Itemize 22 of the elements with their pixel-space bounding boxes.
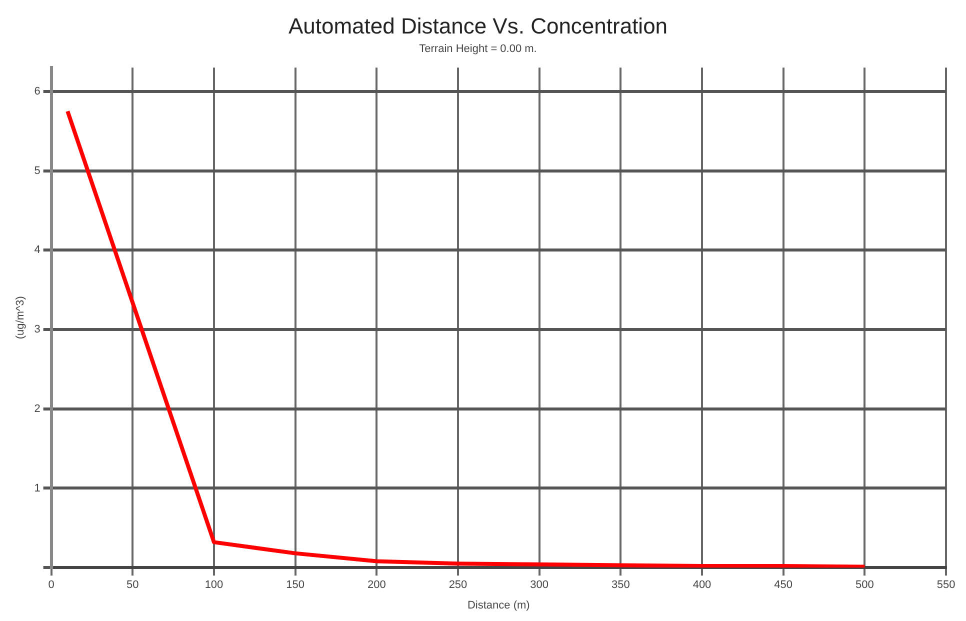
chart-subtitle: Terrain Height = 0.00 m. [419, 43, 537, 56]
y-tick-label: 6 [34, 85, 40, 98]
y-tick-label: 5 [34, 164, 40, 177]
y-tick-label: 4 [34, 244, 40, 256]
x-tick-label: 550 [936, 579, 956, 592]
x-axis-title: Distance (m) [467, 599, 530, 612]
x-tick-label: 150 [286, 579, 304, 592]
x-tick-label: 100 [204, 579, 224, 592]
y-tick-label: 1 [34, 482, 40, 494]
x-tick-label: 400 [692, 579, 712, 592]
y-axis-title: (ug/m^3) [14, 296, 27, 340]
chart-title: Automated Distance Vs. Concentration [288, 13, 668, 38]
x-tick-label: 200 [367, 579, 386, 592]
y-tick-label: 3 [34, 324, 40, 336]
y-tick-label: 2 [34, 402, 40, 415]
x-tick-label: 500 [855, 579, 874, 592]
x-tick-label: 50 [126, 579, 139, 592]
x-tick-label: 350 [611, 579, 630, 592]
x-tick-label: 250 [448, 579, 468, 592]
x-tick-label: 0 [48, 579, 54, 592]
x-tick-label: 450 [774, 579, 793, 592]
x-tick-label: 300 [530, 579, 549, 592]
